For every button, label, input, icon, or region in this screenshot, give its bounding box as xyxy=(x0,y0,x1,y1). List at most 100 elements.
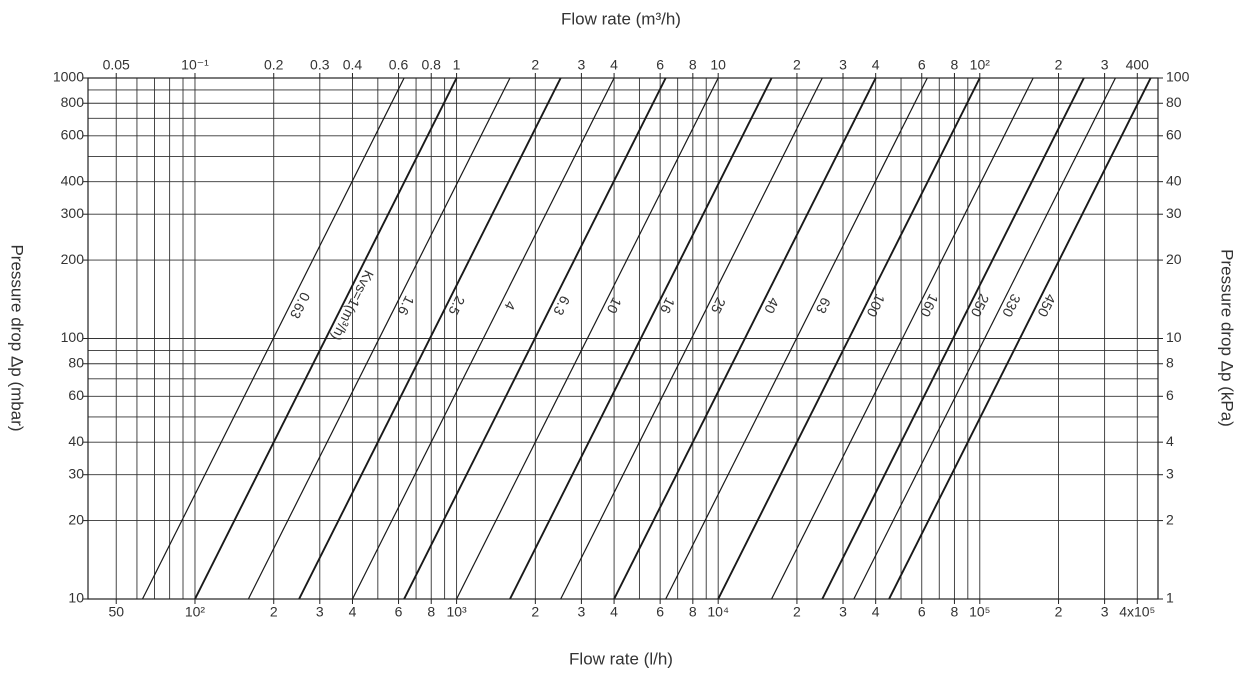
y2-tick-label: 4 xyxy=(1166,433,1174,449)
kv-line xyxy=(821,78,1085,599)
kv-label: 250 xyxy=(968,292,993,320)
x2-tick-label: 6 xyxy=(656,57,664,73)
x-tick-label: 8 xyxy=(427,604,435,620)
bottom-axis-title: Flow rate (l/h) xyxy=(569,649,673,668)
kv-label: 4 xyxy=(501,299,519,313)
kv-line xyxy=(351,78,615,599)
x2-tick-label: 6 xyxy=(918,57,926,73)
kv-line xyxy=(456,78,719,599)
x2-tick-label: 0.3 xyxy=(310,57,330,73)
kv-line xyxy=(298,78,562,599)
kv-label: 2.5 xyxy=(445,293,468,318)
x-tick-label: 8 xyxy=(951,604,959,620)
y2-tick-label: 2 xyxy=(1166,511,1174,527)
x-tick-label: 3 xyxy=(1101,604,1109,620)
x2-tick-label: 0.8 xyxy=(421,57,441,73)
kv-line xyxy=(141,78,405,599)
kv-label: 25 xyxy=(708,295,729,316)
right-axis-title: Pressure drop Δp (kPa) xyxy=(1218,249,1237,427)
kv-label: 16 xyxy=(657,295,678,316)
x-tick-label: 3 xyxy=(839,604,847,620)
x-tick-label: 10² xyxy=(185,604,206,620)
x-tick-label: 10³ xyxy=(446,604,467,620)
kv-label: 6.3 xyxy=(550,293,573,318)
x-tick-label: 4 xyxy=(349,604,357,620)
x2-tick-label: 0.2 xyxy=(264,57,284,73)
y2-tick-label: 20 xyxy=(1166,251,1182,267)
kv-label: 40 xyxy=(761,295,782,316)
x2-tick-label: 8 xyxy=(689,57,697,73)
x2-tick-label: 8 xyxy=(951,57,959,73)
kv-label: 450 xyxy=(1034,292,1059,320)
x-tick-label: 2 xyxy=(531,604,539,620)
y-tick-label: 400 xyxy=(61,172,85,188)
kv-lines xyxy=(141,78,1152,599)
x2-tick-label: 10⁻¹ xyxy=(181,57,209,73)
y2-tick-label: 30 xyxy=(1166,205,1182,221)
x-tick-label: 3 xyxy=(316,604,324,620)
plot-frame xyxy=(87,77,1159,600)
kv-line xyxy=(613,78,877,599)
x-tick-label: 10⁴ xyxy=(707,604,729,620)
kv-label: 10 xyxy=(604,295,625,316)
y-tick-label: 800 xyxy=(61,94,85,110)
top-axis-title: Flow rate (m³/h) xyxy=(561,9,681,28)
y-tick-label: 1000 xyxy=(53,69,84,85)
x2-tick-label: 400 xyxy=(1126,57,1150,73)
y2-tick-label: 1 xyxy=(1166,590,1174,606)
kv-label: 1.6 xyxy=(395,293,418,318)
y2-tick-label: 60 xyxy=(1166,126,1182,142)
x2-tick-label: 0.6 xyxy=(389,57,409,73)
y-tick-label: 80 xyxy=(68,354,84,370)
y2-tick-label: 8 xyxy=(1166,354,1174,370)
kv-line xyxy=(717,78,981,599)
x2-tick-label: 3 xyxy=(577,57,585,73)
kv-line xyxy=(853,78,1116,599)
kv-line xyxy=(560,78,823,599)
x-tick-label: 6 xyxy=(395,604,403,620)
x-tick-label: 4x10⁵ xyxy=(1119,604,1155,620)
y-tick-label: 200 xyxy=(61,251,85,267)
x-tick-label: 8 xyxy=(689,604,697,620)
y2-tick-label: 3 xyxy=(1166,465,1174,481)
y2-tick-label: 6 xyxy=(1166,387,1174,403)
x-tick-label: 6 xyxy=(918,604,926,620)
x2-tick-label: 2 xyxy=(1055,57,1063,73)
x2-tick-label: 10² xyxy=(970,57,991,73)
x-tick-label: 4 xyxy=(872,604,880,620)
y-tick-label: 300 xyxy=(61,205,85,221)
x2-tick-label: 4 xyxy=(610,57,618,73)
kv-line xyxy=(509,78,773,599)
x2-tick-label: 10 xyxy=(710,57,726,73)
grid xyxy=(83,73,1163,604)
kv-line xyxy=(771,78,1034,599)
x-tick-label: 2 xyxy=(793,604,801,620)
kv-line xyxy=(403,78,667,599)
y2-tick-label: 40 xyxy=(1166,172,1182,188)
x-tick-label: 4 xyxy=(610,604,618,620)
y2-tick-label: 10 xyxy=(1166,329,1182,345)
y2-tick-label: 100 xyxy=(1166,69,1190,85)
x2-tick-label: 0.05 xyxy=(103,57,130,73)
y-tick-label: 20 xyxy=(68,511,84,527)
x2-tick-label: 0.4 xyxy=(343,57,363,73)
x2-tick-label: 4 xyxy=(872,57,880,73)
kv-label: 63 xyxy=(813,295,834,316)
y-tick-label: 100 xyxy=(61,329,85,345)
x-tick-label: 10⁵ xyxy=(969,604,990,620)
x-tick-label: 6 xyxy=(656,604,664,620)
x2-tick-label: 3 xyxy=(1101,57,1109,73)
x2-tick-label: 2 xyxy=(531,57,539,73)
kv-line xyxy=(665,78,928,599)
y2-tick-label: 80 xyxy=(1166,94,1182,110)
y-tick-label: 60 xyxy=(68,387,84,403)
kv-line xyxy=(888,78,1152,599)
kv-label: 0.63 xyxy=(287,290,314,322)
kv-label: 160 xyxy=(917,292,942,320)
kv-label: 100 xyxy=(863,292,888,320)
y-tick-label: 600 xyxy=(61,126,85,142)
y-tick-label: 40 xyxy=(68,433,84,449)
kv-line xyxy=(194,78,458,599)
x2-tick-label: 3 xyxy=(839,57,847,73)
